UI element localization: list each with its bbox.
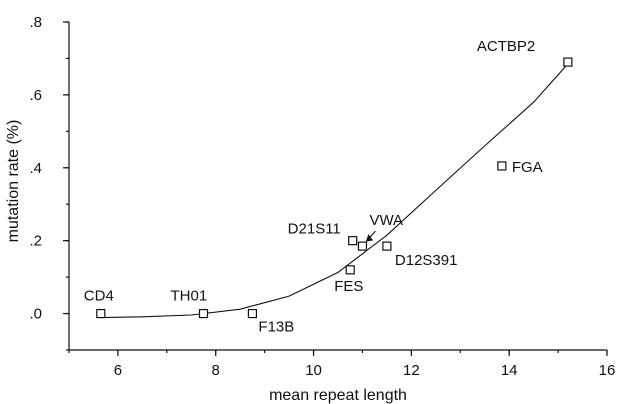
point-labels-layer: CD4 TH01 F13B FES D21S11 VWA D12S391 FGA ACTBP2 (84, 38, 543, 335)
point-d12s391 (382, 241, 392, 251)
point-fga (497, 161, 507, 171)
point-label-vwa: VWA (369, 212, 403, 229)
x-tick-label: 6 (114, 362, 122, 379)
point-vwa (357, 241, 368, 251)
point-label-f13b: F13B (258, 319, 294, 336)
point-label-fga: FGA (512, 159, 543, 176)
point-fes (345, 265, 355, 275)
x-tick-label: 16 (599, 362, 616, 379)
fit-curve-layer (100, 63, 569, 319)
point-label-actbp2: ACTBP2 (477, 38, 535, 55)
point-d21s11 (348, 236, 358, 246)
point-label-d12s391: D12S391 (395, 252, 458, 269)
y-tick-label: .4 (29, 160, 42, 177)
ticks: .0 .2 .4 .6 .8 6 8 10 12 14 16 (29, 14, 615, 379)
x-axis-title: mean repeat length (269, 387, 407, 404)
point-actbp2 (563, 57, 573, 67)
fit-curve (100, 63, 569, 319)
y-axis-title: mutation rate (%) (5, 120, 22, 243)
point-cd4 (96, 308, 106, 319)
point-label-cd4: CD4 (84, 288, 114, 305)
y-tick-label: .8 (29, 14, 42, 31)
x-tick-label: 8 (212, 362, 220, 379)
y-tick-label: .2 (29, 233, 42, 250)
point-label-th01: TH01 (171, 288, 208, 305)
x-tick-label: 10 (305, 362, 322, 379)
y-tick-label: .0 (29, 306, 42, 323)
axes (68, 22, 607, 351)
x-tick-label: 14 (501, 362, 518, 379)
point-label-d21s11: D21S11 (288, 221, 341, 238)
point-label-fes: FES (334, 278, 363, 295)
y-tick-label: .6 (29, 87, 42, 104)
vwa-arrow-head (365, 234, 374, 242)
point-f13b (247, 308, 258, 319)
x-tick-label: 12 (403, 362, 420, 379)
point-th01 (198, 308, 209, 319)
points-layer (96, 57, 573, 319)
